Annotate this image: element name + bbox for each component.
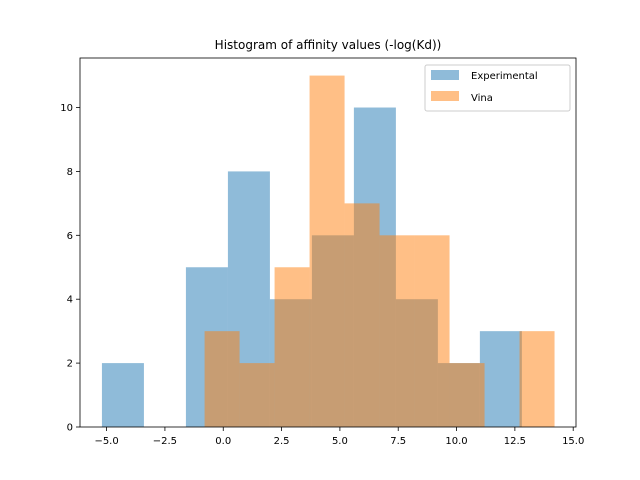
histogram-bar-vina xyxy=(379,235,415,427)
x-tick-label: −5.0 xyxy=(94,436,118,447)
y-tick-label: 8 xyxy=(67,167,73,178)
y-tick-label: 2 xyxy=(67,359,73,370)
y-tick-label: 0 xyxy=(67,423,73,434)
x-tick-label: 7.5 xyxy=(390,436,406,447)
histogram-bar-vina xyxy=(449,363,485,427)
histogram-bar-vina xyxy=(274,267,310,427)
legend-swatch-experimental xyxy=(431,70,459,80)
histogram-bar-vina xyxy=(519,331,555,427)
y-tick-label: 4 xyxy=(67,295,73,306)
x-tick-label: −2.5 xyxy=(153,436,177,447)
x-tick-label: 10.0 xyxy=(445,436,467,447)
chart-title: Histogram of affinity values (-log(Kd)) xyxy=(215,38,442,52)
y-tick-label: 10 xyxy=(60,103,73,114)
legend: Experimental Vina xyxy=(424,64,571,112)
histogram-bar-experimental xyxy=(101,363,144,427)
x-tick-label: 5.0 xyxy=(332,436,348,447)
legend-swatch-vina xyxy=(431,91,459,101)
legend-box xyxy=(424,64,571,112)
plot-frame xyxy=(79,57,577,428)
histogram-bar-vina xyxy=(309,75,345,428)
legend-label-vina: Vina xyxy=(471,93,493,104)
histogram-bar-experimental xyxy=(479,331,522,427)
x-axis-ticks: −5.0 −2.5 0.0 2.5 5.0 7.5 10.0 12.5 15.0 xyxy=(94,427,584,447)
histogram-bar-vina xyxy=(344,203,380,427)
y-tick-label: 6 xyxy=(67,231,73,242)
histogram-bar-vina xyxy=(414,235,450,427)
histogram-bar-vina xyxy=(239,363,275,427)
y-axis-ticks: 0 2 4 6 8 10 xyxy=(60,103,80,434)
x-tick-label: 2.5 xyxy=(274,436,290,447)
histogram-bar-vina xyxy=(204,331,240,427)
x-tick-label: 15.0 xyxy=(562,436,584,447)
legend-label-experimental: Experimental xyxy=(471,71,538,82)
x-tick-label: 12.5 xyxy=(504,436,526,447)
histogram-bars xyxy=(101,75,555,428)
x-tick-label: 0.0 xyxy=(215,436,231,447)
